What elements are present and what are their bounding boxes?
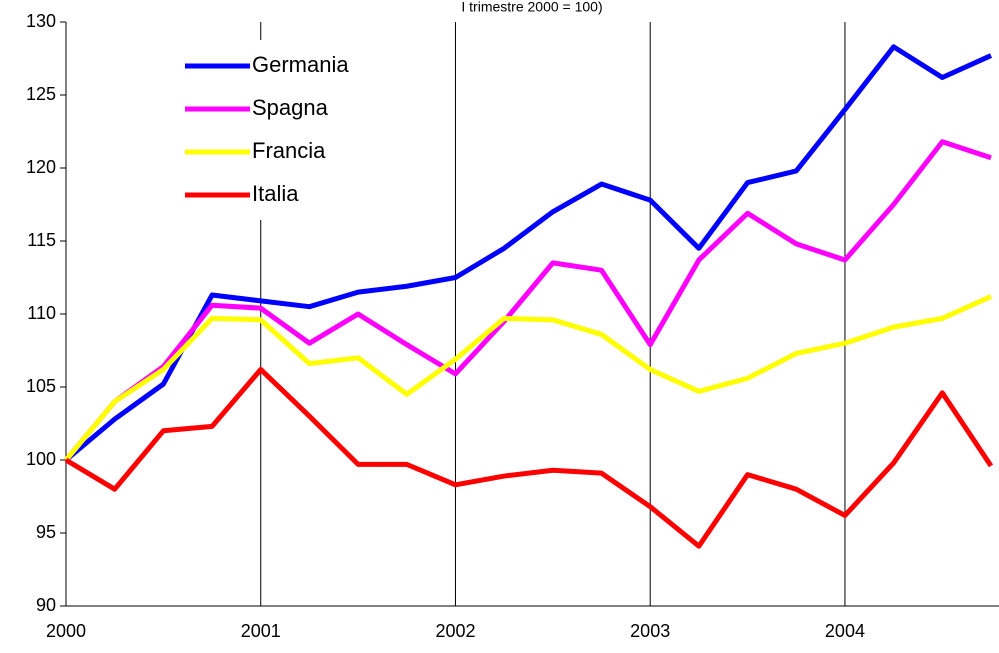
x-tick-label: 2001 (241, 621, 281, 641)
x-tick-label: 2003 (630, 621, 670, 641)
y-tick-label: 100 (26, 449, 56, 469)
y-tick-label: 95 (36, 522, 56, 542)
y-tick-label: 130 (26, 11, 56, 31)
y-tick-label: 90 (36, 595, 56, 615)
legend-box (170, 40, 360, 220)
x-tick-label: 2000 (46, 621, 86, 641)
y-tick-label: 120 (26, 157, 56, 177)
legend-label: Italia (252, 181, 299, 206)
legend-label: Spagna (252, 95, 329, 120)
y-tick-label: 105 (26, 376, 56, 396)
series-line (64, 139, 992, 462)
series-line (64, 366, 994, 549)
y-tick-label: 110 (27, 303, 56, 323)
y-tick-label: 125 (26, 84, 56, 104)
series-line (64, 44, 993, 462)
series-line (64, 294, 993, 462)
x-tick-label: 2002 (435, 621, 475, 641)
legend-label: Francia (252, 138, 326, 163)
chart-title: I trimestre 2000 = 100) (461, 0, 602, 15)
legend-label: Germania (252, 52, 349, 77)
x-tick-label: 2004 (825, 621, 865, 641)
y-tick-label: 115 (27, 230, 56, 250)
